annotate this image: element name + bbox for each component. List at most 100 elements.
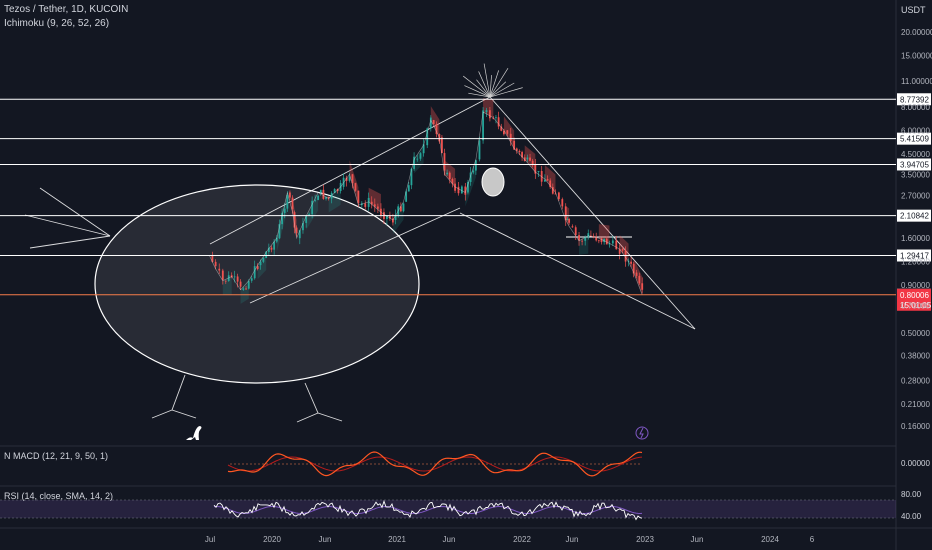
candle-body: [513, 140, 516, 150]
candle-body: [554, 193, 557, 195]
level-tag-text: 5.41509: [900, 135, 929, 144]
candle-body: [611, 240, 614, 244]
candle-body: [630, 261, 633, 264]
y-tick-label: 1.60000: [901, 234, 930, 243]
candle-body: [283, 208, 286, 214]
level-tag-text: 1.29417: [900, 251, 929, 260]
candle-body: [464, 186, 467, 195]
trend-line: [29, 235, 111, 249]
candle-body: [422, 144, 425, 154]
dinosaur-icon: [186, 426, 202, 440]
candle-body: [472, 170, 475, 173]
ray-line: [483, 63, 491, 98]
candle-body: [543, 179, 546, 182]
level-tag-text: 2.10842: [900, 212, 929, 221]
x-tick-label: Jun: [443, 535, 456, 544]
candle-body: [218, 268, 221, 271]
level-tag: [897, 209, 931, 222]
candle-body: [370, 201, 373, 205]
candle-body: [386, 215, 388, 220]
indicator-label: Ichimoku (9, 26, 52, 26): [4, 18, 110, 29]
candle-body: [293, 212, 296, 228]
candle-body: [389, 215, 391, 219]
candle-body: [348, 176, 351, 181]
candle-body: [549, 180, 552, 188]
x-tick-label: Jun: [691, 535, 704, 544]
cloud-segment: [619, 235, 629, 262]
candle-body: [531, 160, 534, 165]
level-tag-text: 3.94705: [900, 160, 929, 169]
candle-body: [311, 200, 314, 215]
lightning-icon-bolt: [639, 427, 644, 439]
candle-body: [302, 222, 304, 231]
y-tick-label: 8.00000: [901, 103, 930, 112]
candle-body: [265, 251, 268, 258]
candle-body: [236, 276, 239, 282]
candle-body: [327, 196, 330, 199]
candle-body: [275, 237, 278, 242]
price-line: [208, 111, 643, 295]
candle-body: [405, 191, 408, 202]
candle-body: [624, 250, 627, 262]
candle-body: [557, 192, 560, 200]
ellipse-drawing: [94, 184, 420, 384]
x-tick-label: 2024: [761, 535, 779, 544]
candle-body: [597, 240, 600, 242]
lightning-icon: [635, 426, 649, 440]
candle-body: [267, 247, 270, 253]
rsi-pane: [0, 499, 896, 521]
candle-body: [584, 237, 587, 241]
candle-body: [526, 157, 529, 160]
candle-body: [322, 189, 325, 199]
candle-body: [635, 272, 638, 276]
lightning-icon-ring: [635, 426, 649, 440]
candle-body: [537, 171, 540, 172]
candle-body: [399, 206, 402, 212]
price-axis[interactable]: 20.00000 15.00000 11.00000 8.00000 6.00000 4.…: [901, 28, 932, 431]
candle-body: [460, 186, 463, 194]
ray-line: [464, 85, 491, 98]
currency-label: USDT: [901, 5, 926, 15]
candle-body: [546, 179, 549, 181]
ray-line: [478, 71, 491, 98]
candle-body: [600, 238, 603, 243]
candle-body: [407, 185, 410, 192]
candle-body: [221, 270, 224, 280]
macd-line: [227, 451, 643, 477]
x-tick-label: Jul: [205, 535, 215, 544]
candle-body: [561, 199, 564, 207]
ray-line: [489, 75, 492, 98]
candle-body: [521, 152, 523, 158]
candle-body: [441, 137, 443, 154]
candle-body: [278, 224, 281, 239]
candle-body: [566, 219, 569, 220]
ray-line: [489, 81, 507, 98]
rsi-upper-label: 80.00: [901, 490, 922, 499]
candle-body: [502, 130, 505, 135]
candle-body: [410, 168, 413, 186]
time-axis[interactable]: Jul 2020 Jun 2021 Jun 2022 Jun 2023 Jun 2024 6: [205, 535, 815, 544]
candle-body: [314, 199, 317, 201]
candle-body: [273, 241, 276, 250]
y-tick-label: 0.70000: [901, 302, 930, 311]
candle-body: [592, 235, 595, 237]
candle-body: [568, 219, 571, 223]
candle-body: [224, 280, 227, 282]
candle-body: [259, 261, 262, 266]
candle-body: [250, 278, 253, 281]
x-tick-label: Jun: [566, 535, 579, 544]
level-tag: [897, 158, 931, 171]
candle-body: [239, 281, 242, 287]
trend-line: [24, 214, 111, 237]
y-tick-label: 0.16000: [901, 422, 930, 431]
candle-body: [497, 117, 500, 127]
candle-body: [211, 255, 214, 262]
macd-pane: [227, 451, 643, 477]
candle-body: [485, 110, 488, 113]
trend-line: [171, 409, 197, 419]
candle-body: [605, 238, 608, 245]
rsi-line: [213, 499, 643, 521]
